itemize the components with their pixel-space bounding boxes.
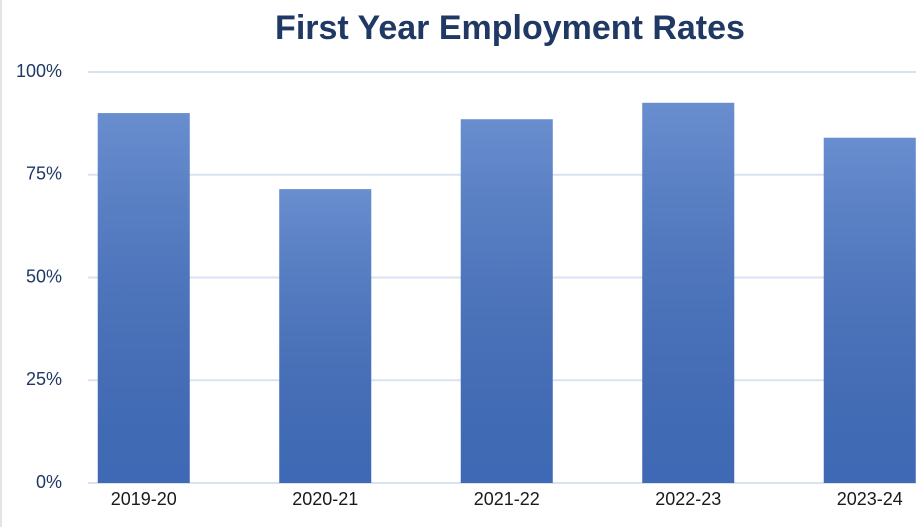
y-tick-label: 0% — [36, 472, 62, 492]
x-tick-label: 2022-23 — [655, 489, 721, 509]
bar — [823, 137, 916, 483]
x-tick-label: 2020-21 — [292, 489, 358, 509]
x-tick-label: 2023-24 — [837, 489, 903, 509]
chart-title: First Year Employment Rates — [275, 9, 745, 47]
y-tick-label: 100% — [16, 61, 62, 81]
bar — [460, 119, 553, 483]
bar — [642, 102, 735, 483]
bar — [279, 189, 372, 483]
y-tick-label: 50% — [26, 266, 62, 286]
y-tick-label: 75% — [26, 164, 62, 184]
x-tick-label: 2019-20 — [111, 489, 177, 509]
bar — [97, 113, 190, 483]
x-tick-label: 2021-22 — [474, 489, 540, 509]
y-tick-label: 25% — [26, 369, 62, 389]
